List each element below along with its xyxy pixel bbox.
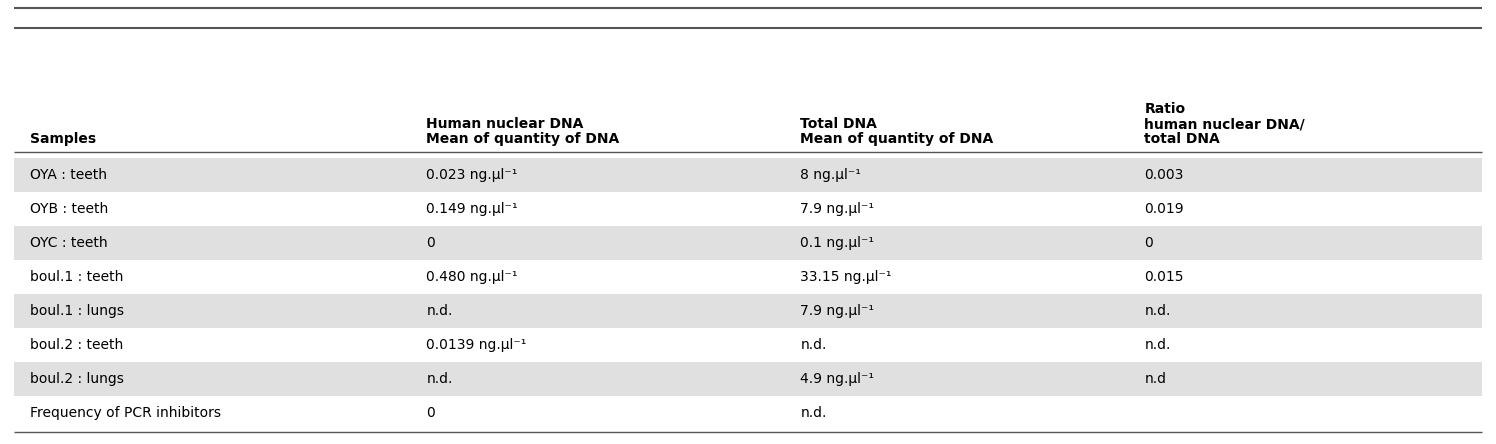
Text: n.d.: n.d. [800,338,827,352]
Text: 0: 0 [426,236,435,250]
Bar [13,158,1483,192]
Text: OYA : teeth: OYA : teeth [30,168,106,182]
Bar [13,294,1483,328]
Text: 0.023 ng.μl⁻¹: 0.023 ng.μl⁻¹ [426,168,518,182]
Text: n.d.: n.d. [426,304,453,318]
Text: 0.019: 0.019 [1144,202,1183,216]
Text: total DNA: total DNA [1144,132,1221,146]
Text: 7.9 ng.μl⁻¹: 7.9 ng.μl⁻¹ [800,304,874,318]
Text: Human nuclear DNA: Human nuclear DNA [426,117,583,131]
Text: 0: 0 [426,406,435,420]
Text: Mean of quantity of DNA: Mean of quantity of DNA [800,132,993,146]
Text: Frequency of PCR inhibitors: Frequency of PCR inhibitors [30,406,221,420]
Text: n.d.: n.d. [1144,338,1171,352]
Text: boul.2 : teeth: boul.2 : teeth [30,338,123,352]
Bar [13,362,1483,396]
Text: Samples: Samples [30,132,96,146]
Text: 0.0139 ng.μl⁻¹: 0.0139 ng.μl⁻¹ [426,338,527,352]
Text: Ratio: Ratio [1144,102,1185,116]
Text: 0: 0 [1144,236,1153,250]
Text: n.d.: n.d. [426,372,453,386]
Text: OYB : teeth: OYB : teeth [30,202,108,216]
Text: n.d.: n.d. [1144,304,1171,318]
Text: boul.2 : lungs: boul.2 : lungs [30,372,124,386]
Text: 0.003: 0.003 [1144,168,1183,182]
Text: 0.015: 0.015 [1144,270,1183,284]
Text: 33.15 ng.μl⁻¹: 33.15 ng.μl⁻¹ [800,270,892,284]
Text: n.d.: n.d. [800,406,827,420]
Text: 4.9 ng.μl⁻¹: 4.9 ng.μl⁻¹ [800,372,874,386]
Text: Mean of quantity of DNA: Mean of quantity of DNA [426,132,619,146]
Text: 0.1 ng.μl⁻¹: 0.1 ng.μl⁻¹ [800,236,874,250]
Text: Total DNA: Total DNA [800,117,877,131]
Text: n.d: n.d [1144,372,1167,386]
Text: OYC : teeth: OYC : teeth [30,236,108,250]
Text: human nuclear DNA/: human nuclear DNA/ [1144,117,1305,131]
Text: boul.1 : lungs: boul.1 : lungs [30,304,124,318]
Text: boul.1 : teeth: boul.1 : teeth [30,270,123,284]
Bar [13,226,1483,260]
Text: 0.480 ng.μl⁻¹: 0.480 ng.μl⁻¹ [426,270,518,284]
Text: 0.149 ng.μl⁻¹: 0.149 ng.μl⁻¹ [426,202,518,216]
Text: 8 ng.μl⁻¹: 8 ng.μl⁻¹ [800,168,862,182]
Text: 7.9 ng.μl⁻¹: 7.9 ng.μl⁻¹ [800,202,874,216]
